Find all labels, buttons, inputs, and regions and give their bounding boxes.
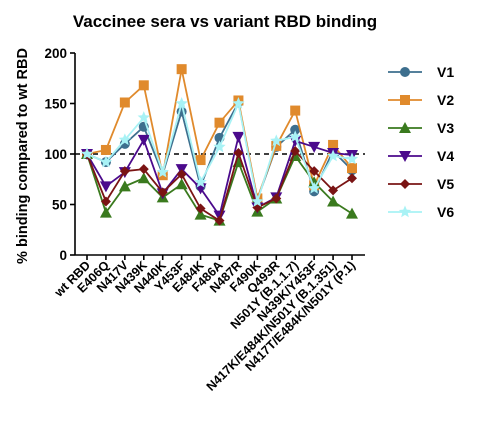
- data-point: [137, 134, 150, 146]
- data-point: [290, 105, 301, 116]
- data-point: [271, 140, 282, 151]
- y-tick-label: 0: [59, 248, 67, 263]
- data-point: [118, 133, 132, 146]
- data-point: [195, 155, 206, 166]
- data-point: [175, 97, 188, 109]
- data-point: [118, 180, 131, 192]
- data-point: [194, 175, 207, 188]
- data-point: [214, 215, 225, 226]
- data-point: [307, 181, 321, 194]
- data-point: [347, 163, 357, 174]
- data-point: [327, 195, 340, 207]
- y-tick-label: 150: [44, 97, 67, 112]
- data-point: [309, 166, 320, 177]
- legend-item-v4: V4: [388, 148, 454, 164]
- data-point: [232, 97, 245, 109]
- legend-label: V1: [437, 64, 454, 80]
- legend-marker: [399, 122, 411, 133]
- data-point: [289, 130, 302, 143]
- data-point: [346, 207, 358, 219]
- data-point: [80, 147, 94, 160]
- legend-marker: [400, 67, 410, 77]
- y-tick-label: 200: [44, 46, 67, 61]
- data-point: [138, 164, 149, 175]
- legend-item-v1: V1: [388, 64, 454, 80]
- legend-marker: [400, 179, 410, 189]
- legend-label: V3: [437, 120, 454, 136]
- data-point: [99, 181, 112, 193]
- data-point: [156, 165, 169, 178]
- data-point: [176, 64, 187, 75]
- data-point: [100, 144, 111, 155]
- legend-item-v6: V6: [388, 204, 454, 220]
- data-point: [214, 117, 225, 128]
- legend-label: V5: [437, 176, 454, 192]
- data-point: [270, 134, 283, 147]
- data-point: [99, 155, 113, 168]
- data-point: [194, 208, 207, 220]
- data-point: [100, 196, 111, 207]
- data-point: [232, 131, 245, 143]
- y-tick-label: 100: [44, 147, 67, 162]
- legend-label: V4: [437, 148, 454, 164]
- data-point: [175, 178, 188, 190]
- data-point: [308, 141, 321, 153]
- legend-label: V2: [437, 92, 454, 108]
- data-point: [137, 172, 150, 184]
- series-v6: [80, 97, 359, 207]
- y-axis-label: % binding compared to wt RBD: [15, 48, 31, 264]
- legend-item-v3: V3: [388, 120, 454, 136]
- data-point: [271, 193, 282, 204]
- legend: V1 V2 V3 V4 V5 V6: [388, 64, 454, 220]
- chart-title: Vaccinee sera vs variant RBD binding: [73, 12, 377, 31]
- data-point: [326, 149, 340, 162]
- y-tick-label: 50: [52, 198, 67, 213]
- legend-item-v2: V2: [388, 92, 454, 108]
- data-point: [137, 111, 150, 123]
- legend-label: V6: [437, 204, 454, 220]
- data-point: [195, 203, 206, 214]
- data-point: [99, 206, 112, 218]
- data-point: [138, 80, 149, 91]
- legend-marker: [400, 95, 410, 105]
- legend-marker: [399, 151, 411, 162]
- data-point: [233, 147, 244, 158]
- data-point: [119, 166, 130, 177]
- data-point: [119, 97, 130, 108]
- legend-marker: [398, 205, 412, 218]
- data-point: [347, 173, 357, 184]
- data-point: [213, 140, 226, 153]
- data-point: [290, 145, 301, 156]
- data-point: [251, 194, 264, 207]
- data-point: [328, 139, 339, 150]
- data-point: [157, 187, 168, 198]
- data-point: [176, 169, 187, 180]
- legend-item-v5: V5: [388, 176, 454, 192]
- data-point: [157, 170, 168, 181]
- data-point: [289, 135, 302, 147]
- data-point: [290, 124, 301, 135]
- data-point: [345, 152, 359, 165]
- data-point: [328, 185, 339, 196]
- series-layer: [80, 64, 359, 226]
